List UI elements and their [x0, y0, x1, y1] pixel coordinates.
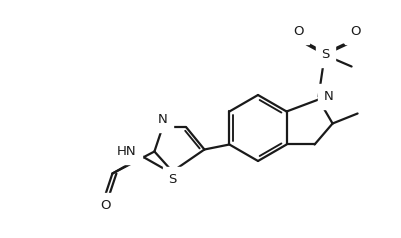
Text: HN: HN	[117, 145, 136, 158]
Text: O: O	[293, 25, 303, 38]
Text: N: N	[323, 90, 332, 103]
Text: O: O	[349, 25, 360, 38]
Text: N: N	[157, 113, 167, 126]
Text: S: S	[320, 48, 329, 61]
Text: O: O	[100, 199, 110, 212]
Text: S: S	[168, 173, 176, 186]
